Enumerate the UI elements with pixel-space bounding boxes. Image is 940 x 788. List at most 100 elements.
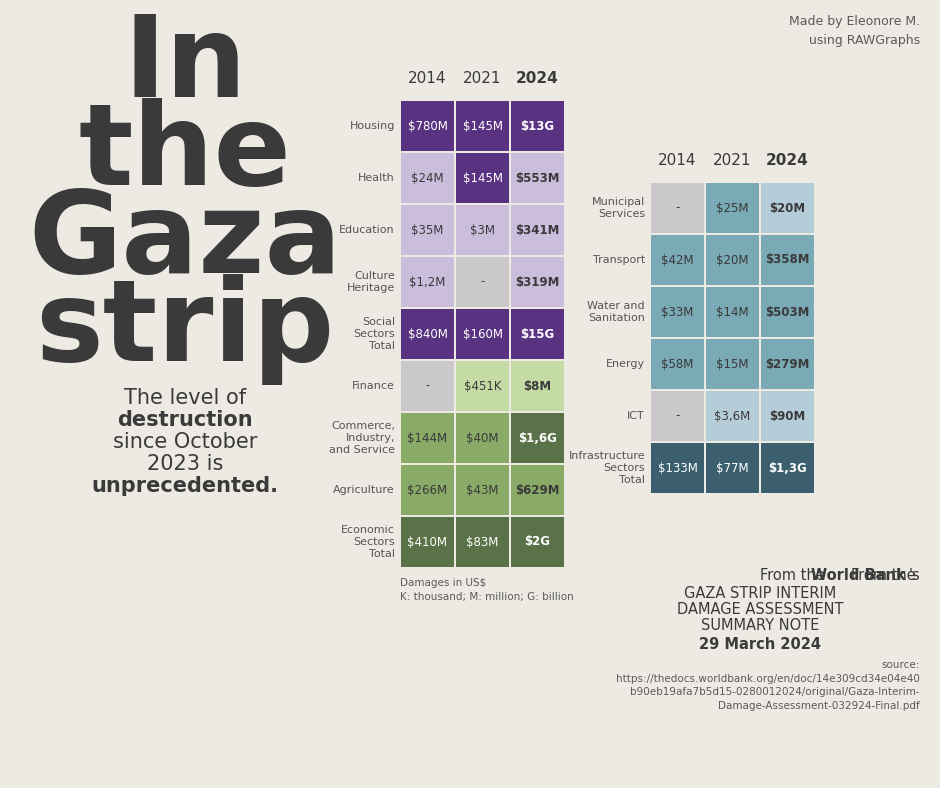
Bar: [761, 287, 814, 337]
Text: strip: strip: [36, 274, 335, 385]
Bar: [401, 101, 454, 151]
Text: $279M: $279M: [765, 358, 809, 370]
Text: 2021: 2021: [713, 153, 752, 168]
Bar: [651, 443, 704, 493]
Bar: [456, 517, 509, 567]
Text: $451K: $451K: [463, 380, 501, 392]
Text: $840M: $840M: [408, 328, 447, 340]
Text: Water and
Sanitation: Water and Sanitation: [588, 301, 645, 323]
Text: -: -: [675, 202, 680, 214]
Text: $145M: $145M: [462, 120, 503, 132]
Text: 2021: 2021: [463, 71, 502, 86]
Bar: [456, 413, 509, 463]
Text: $3M: $3M: [470, 224, 495, 236]
Bar: [651, 287, 704, 337]
Text: $780M: $780M: [408, 120, 447, 132]
Bar: [761, 391, 814, 441]
Text: In: In: [123, 10, 246, 121]
Text: unprecedented.: unprecedented.: [91, 476, 278, 496]
Bar: [706, 183, 759, 233]
Text: -: -: [425, 380, 430, 392]
Bar: [401, 465, 454, 515]
Bar: [401, 153, 454, 203]
Text: $43M: $43M: [466, 484, 499, 496]
Bar: [401, 413, 454, 463]
Bar: [706, 287, 759, 337]
Text: Agriculture: Agriculture: [334, 485, 395, 495]
Text: $42M: $42M: [661, 254, 694, 266]
Text: the: the: [79, 98, 291, 209]
Text: -: -: [480, 276, 485, 288]
Bar: [456, 153, 509, 203]
Text: $13G: $13G: [521, 120, 555, 132]
Text: $2G: $2G: [525, 536, 551, 548]
Bar: [401, 517, 454, 567]
Text: $83M: $83M: [466, 536, 499, 548]
Text: $3,6M: $3,6M: [714, 410, 751, 422]
Bar: [761, 183, 814, 233]
Bar: [456, 465, 509, 515]
Text: GAZA STRIP INTERIM: GAZA STRIP INTERIM: [684, 586, 836, 601]
Bar: [511, 101, 564, 151]
Bar: [511, 465, 564, 515]
Text: SUMMARY NOTE: SUMMARY NOTE: [701, 618, 819, 633]
Text: $1,2M: $1,2M: [409, 276, 446, 288]
Text: $8M: $8M: [524, 380, 552, 392]
Bar: [401, 361, 454, 411]
Text: source:
https://thedocs.worldbank.org/en/doc/14e309cd34e04e40
b90eb19afa7b5d15-0: source: https://thedocs.worldbank.org/en…: [616, 660, 920, 711]
Text: $35M: $35M: [412, 224, 444, 236]
Bar: [651, 235, 704, 285]
Bar: [456, 361, 509, 411]
Text: $15G: $15G: [521, 328, 555, 340]
Text: 2023 is: 2023 is: [147, 454, 223, 474]
Text: DAMAGE ASSESSMENT: DAMAGE ASSESSMENT: [677, 602, 843, 617]
Text: Education: Education: [339, 225, 395, 235]
Bar: [511, 205, 564, 255]
Text: $24M: $24M: [411, 172, 444, 184]
Text: $341M: $341M: [515, 224, 559, 236]
Text: Housing: Housing: [350, 121, 395, 131]
Text: Health: Health: [358, 173, 395, 183]
Bar: [456, 101, 509, 151]
Text: $160M: $160M: [462, 328, 503, 340]
Text: $629M: $629M: [515, 484, 559, 496]
Bar: [706, 339, 759, 389]
Bar: [511, 413, 564, 463]
Text: $33M: $33M: [662, 306, 694, 318]
Bar: [511, 257, 564, 307]
Text: $90M: $90M: [769, 410, 806, 422]
Text: $553M: $553M: [515, 172, 559, 184]
Text: $410M: $410M: [408, 536, 447, 548]
Bar: [706, 235, 759, 285]
Text: $319M: $319M: [515, 276, 559, 288]
Text: $77M: $77M: [716, 462, 749, 474]
Text: $25M: $25M: [716, 202, 749, 214]
Bar: [456, 205, 509, 255]
Text: Damages in US$
K: thousand; M: million; G: billion: Damages in US$ K: thousand; M: million; …: [400, 578, 573, 602]
Text: Finance: Finance: [352, 381, 395, 391]
Text: From the: From the: [760, 568, 829, 583]
Text: $1,3G: $1,3G: [768, 462, 807, 474]
Text: 2014: 2014: [658, 153, 697, 168]
Text: $14M: $14M: [716, 306, 749, 318]
Text: $358M: $358M: [765, 254, 809, 266]
Bar: [511, 309, 564, 359]
Text: 2024: 2024: [516, 71, 559, 86]
Text: -: -: [675, 410, 680, 422]
Bar: [706, 391, 759, 441]
Text: $15M: $15M: [716, 358, 749, 370]
Bar: [401, 257, 454, 307]
Bar: [761, 339, 814, 389]
Bar: [651, 339, 704, 389]
Text: $266M: $266M: [407, 484, 447, 496]
Text: Social
Sectors
Total: Social Sectors Total: [353, 318, 395, 351]
Bar: [511, 153, 564, 203]
Text: ICT: ICT: [627, 411, 645, 421]
Text: $58M: $58M: [662, 358, 694, 370]
Text: Municipal
Services: Municipal Services: [592, 197, 645, 219]
Bar: [456, 309, 509, 359]
Text: $40M: $40M: [466, 432, 499, 444]
Text: Commerce,
Industry,
and Service: Commerce, Industry, and Service: [329, 422, 395, 455]
Text: Culture
Heritage: Culture Heritage: [347, 271, 395, 293]
Text: Infrastructure
Sectors
Total: Infrastructure Sectors Total: [569, 452, 645, 485]
